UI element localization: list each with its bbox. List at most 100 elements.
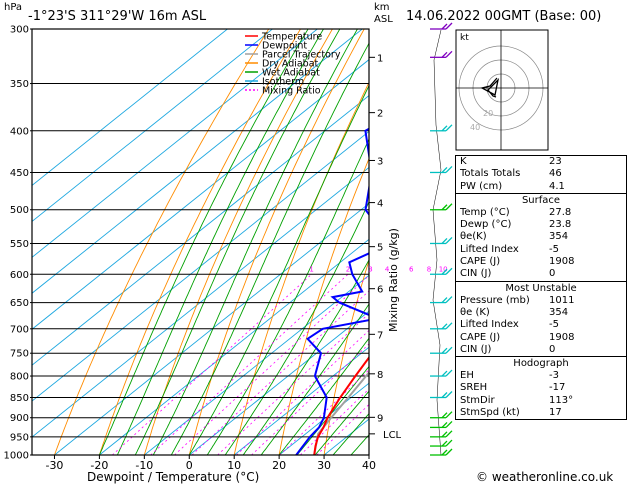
wind-barb-flag xyxy=(445,237,453,244)
mu-row: Lifted Index -5 xyxy=(456,319,626,331)
wet-adiabat-line xyxy=(224,200,369,455)
surface-title: Surface xyxy=(521,194,561,206)
legend-label: Parcel Trajectory xyxy=(262,50,341,61)
wind-barb-flag xyxy=(441,125,448,132)
pressure-tick-label: 700 xyxy=(10,324,29,335)
pressure-tick-label: 550 xyxy=(10,239,29,250)
mu-value: 1011 xyxy=(549,294,575,306)
mixing-ratio-line xyxy=(316,403,369,455)
isotherm-line xyxy=(53,202,369,455)
wind-barb-flag xyxy=(441,421,448,428)
mu-value: 354 xyxy=(549,306,569,318)
wind-barb-flag xyxy=(441,268,448,275)
index-label: K xyxy=(460,156,467,167)
index-value: 46 xyxy=(549,168,562,180)
wind-barb-flag xyxy=(445,420,453,428)
hodograph-frame xyxy=(455,29,549,151)
km-tick-label: 1 xyxy=(377,53,383,64)
wind-barb-flag xyxy=(445,346,453,354)
surface-row: Lifted Index -5 xyxy=(456,244,626,256)
hodo-label: SREH xyxy=(460,382,488,394)
wind-barb-flag xyxy=(445,203,453,211)
x-tick-label: -10 xyxy=(135,459,153,472)
wind-barb-flag xyxy=(445,439,453,447)
wind-barb-flag xyxy=(445,369,453,377)
surface-label: CAPE (J) xyxy=(460,256,501,268)
wind-barb-flag xyxy=(441,392,448,398)
wet-adiabat-line xyxy=(242,258,369,455)
mixing-ratio-line xyxy=(251,343,369,455)
wind-barb-flag xyxy=(445,391,453,398)
index-label: Totals Totals xyxy=(460,168,521,180)
stats-panel: K 23 Totals Totals 46 PW (cm) 4.1 Surface T… xyxy=(455,155,627,421)
isotherm-line xyxy=(32,29,364,294)
surface-label: θe(K) xyxy=(460,231,487,243)
index-row: K 23 xyxy=(456,156,626,168)
mu-label: Lifted Index xyxy=(460,319,519,331)
legend-label: Dewpoint xyxy=(262,41,307,52)
hodo-row: StmDir 113° xyxy=(456,395,626,407)
wet-adiabat-line xyxy=(116,29,325,455)
legend-label: Mixing Ratio xyxy=(262,86,321,97)
mu-value: 1908 xyxy=(549,331,575,343)
asl-label: ASL xyxy=(374,14,393,25)
pressure-tick-label: 400 xyxy=(10,126,29,137)
most-unstable-title: Most Unstable xyxy=(505,282,577,294)
mixing-ratio-line xyxy=(112,274,312,455)
mixing-ratio-axis-label: Mixing Ratio (g/kg) xyxy=(387,228,400,332)
isotherm-line xyxy=(143,274,369,455)
wind-barb-flag xyxy=(445,411,453,419)
surface-row: θe(K) 354 xyxy=(456,231,626,243)
hodo-value: 17 xyxy=(549,407,562,419)
isotherm-line xyxy=(32,29,229,186)
parcel-trajectory-line xyxy=(313,370,369,455)
km-tick-label: 5 xyxy=(377,243,383,254)
dry-adiabat-line xyxy=(143,29,333,455)
km-tick-label: 7 xyxy=(377,330,383,341)
hodograph-kt-label: kt xyxy=(460,33,469,43)
mixing-ratio-label: 2 xyxy=(346,265,350,273)
wind-barb-flag xyxy=(445,448,453,456)
surface-row: CAPE (J) 1908 xyxy=(456,256,626,268)
isotherm-line xyxy=(32,130,369,402)
mixing-ratio-line xyxy=(300,388,369,455)
mixing-ratio-line xyxy=(279,369,369,455)
isotherm-line xyxy=(32,59,369,330)
surface-row: CIN (J) 0 xyxy=(456,268,626,280)
pressure-tick-label: 450 xyxy=(10,168,29,179)
pressure-tick-label: 650 xyxy=(10,298,29,309)
pressure-tick-label: 500 xyxy=(10,205,29,216)
wind-barb-flag xyxy=(445,296,453,304)
wind-barb-flag xyxy=(445,166,453,173)
x-tick-label: 30 xyxy=(317,459,331,472)
mu-value: -5 xyxy=(549,319,559,331)
mixing-ratio-label: 4 xyxy=(385,265,390,273)
hodo-label: StmSpd (kt) xyxy=(460,407,520,419)
wet-adiabat-line xyxy=(134,29,341,455)
wind-barb-flag xyxy=(441,204,448,211)
wet-adiabat-line xyxy=(260,303,369,455)
surface-value: -5 xyxy=(549,243,559,255)
wind-barb-flag xyxy=(445,322,453,330)
plot-area xyxy=(32,29,369,455)
wind-profile xyxy=(430,22,453,456)
x-tick-label: 40 xyxy=(362,459,376,472)
copyright: © weatheronline.co.uk xyxy=(476,470,614,484)
wind-barb-flag xyxy=(441,51,448,58)
km-tick-label: 2 xyxy=(377,109,383,120)
x-tick-label: 20 xyxy=(272,459,286,472)
index-row: Totals Totals 46 xyxy=(456,168,626,180)
surface-section: Surface Temp (°C) 27.8 Dewp (°C) 23.8 θe(K… xyxy=(456,192,626,281)
mu-label: CIN (J) xyxy=(460,343,492,355)
isotherm-line xyxy=(98,238,369,455)
isotherm-line xyxy=(32,29,319,258)
index-label: PW (cm) xyxy=(460,180,503,192)
wind-barb-flag xyxy=(445,430,453,438)
x-tick-label: -20 xyxy=(90,459,108,472)
wind-barb-flag xyxy=(441,167,448,173)
pressure-tick-label: 800 xyxy=(10,372,29,383)
mixing-ratio-label: 8 xyxy=(427,265,431,273)
hodo-row: StmSpd (kt) 17 xyxy=(456,407,626,419)
